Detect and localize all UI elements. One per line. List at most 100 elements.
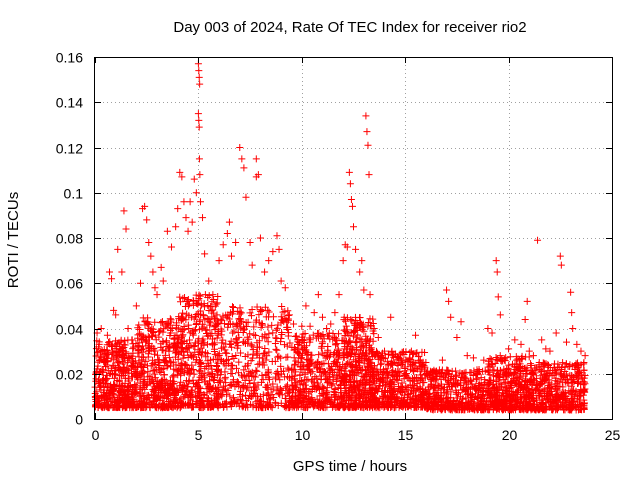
data-point [124,325,132,332]
data-point [213,396,221,404]
data-point [219,404,227,412]
data-point [241,382,249,390]
data-point [139,314,147,322]
data-point [114,245,122,253]
data-point [248,342,256,350]
data-point [527,360,535,368]
data-point [262,383,270,391]
data-point [298,322,306,330]
data-point [212,390,220,398]
y-tick-label: 0.16 [56,50,83,66]
data-point [243,385,251,393]
data-point [221,346,229,354]
data-point [104,395,112,403]
data-point [199,214,207,222]
data-point [227,365,235,373]
data-point [175,315,183,323]
data-point [114,348,122,356]
data-point [151,318,159,326]
data-point [496,311,504,319]
data-point [306,322,314,330]
data-point [190,353,198,361]
data-point [244,351,252,359]
data-point [107,369,115,377]
data-point [116,382,124,390]
data-point [447,313,455,321]
data-point [200,374,208,382]
data-point [135,321,143,329]
data-point [108,275,116,283]
data-point [198,340,206,348]
data-point [245,376,253,384]
data-point [250,390,258,398]
data-point [525,347,533,355]
data-point [175,396,183,404]
data-point [291,361,298,369]
data-point [269,329,277,337]
data-point [170,390,178,398]
data-point [281,314,289,322]
data-point [161,351,169,359]
data-point [128,336,136,344]
data-point [152,366,160,374]
data-point [106,387,114,395]
data-point [209,384,217,392]
data-point [122,368,130,376]
data-point [240,164,248,172]
data-point [445,297,453,305]
data-point [162,377,170,385]
data-point [181,382,189,390]
data-point [139,348,147,356]
data-point [134,374,142,382]
data-point [215,257,223,265]
data-point [577,347,585,355]
data-point [387,313,395,321]
data-point [229,394,237,402]
data-point [185,378,193,386]
data-point [205,316,213,324]
x-tick-label: 15 [398,427,414,443]
data-point [127,363,135,371]
data-point [374,334,382,342]
data-point [199,335,207,343]
data-point [569,325,577,332]
data-point [265,257,273,265]
data-point [136,326,144,334]
data-point [159,403,167,411]
data-point [180,325,188,333]
data-point [492,257,500,265]
data-point [581,352,589,360]
data-point [281,373,289,381]
data-point [147,379,155,387]
data-point [109,390,117,398]
data-point [183,340,191,348]
data-point [237,349,245,357]
data-point [236,304,244,312]
data-point [152,336,160,344]
data-point [105,268,113,276]
data-point [184,295,192,303]
data-point [360,327,368,335]
data-point [178,366,186,374]
data-point [113,347,121,355]
data-point [226,382,234,390]
data-point [150,345,158,353]
data-point [188,218,196,226]
data-point [315,351,323,359]
data-point [314,332,322,340]
data-point [268,391,276,399]
data-point [228,352,236,360]
data-point [207,303,215,311]
data-point [230,397,238,405]
data-point [268,321,276,329]
data-point [187,390,195,398]
data-point [308,351,316,359]
data-point [313,374,321,382]
data-point [210,341,218,349]
data-point [277,386,285,394]
data-point [165,354,173,362]
data-point [165,400,173,408]
data-point [351,339,359,347]
data-point [296,371,304,379]
data-point [264,323,272,331]
